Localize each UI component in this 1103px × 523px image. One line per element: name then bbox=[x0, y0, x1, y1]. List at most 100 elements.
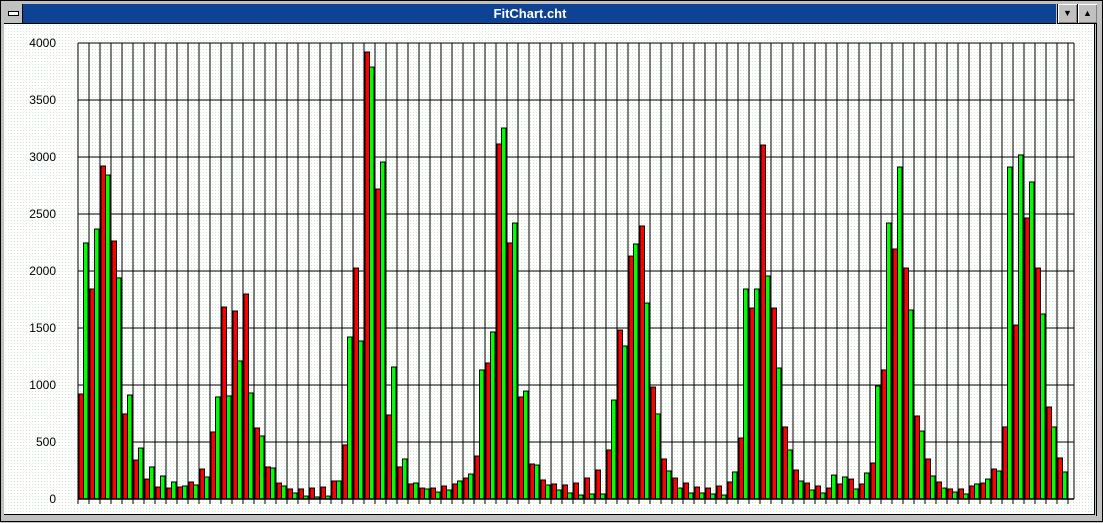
bar-series1 bbox=[419, 487, 425, 500]
bar-series2 bbox=[1051, 426, 1057, 500]
bar-series2 bbox=[919, 430, 925, 500]
bar-series2 bbox=[237, 360, 243, 500]
bar-series1 bbox=[969, 485, 975, 500]
bar-series2 bbox=[611, 399, 617, 500]
bar-series2 bbox=[853, 488, 859, 500]
bar-series2 bbox=[776, 367, 782, 500]
bar-series1 bbox=[177, 486, 183, 500]
y-tick-label: 500 bbox=[36, 435, 56, 449]
bar-series1 bbox=[793, 469, 799, 500]
bar-series2 bbox=[446, 489, 452, 500]
bar-series2 bbox=[468, 473, 474, 500]
bar-series1 bbox=[683, 482, 689, 500]
bar-series2 bbox=[688, 492, 694, 500]
bar-series1 bbox=[474, 455, 480, 500]
bar-series2 bbox=[765, 275, 771, 500]
bar-series2 bbox=[160, 475, 166, 500]
bar-series2 bbox=[567, 492, 573, 500]
bar-series2 bbox=[270, 467, 276, 500]
bar-series2 bbox=[864, 472, 870, 500]
bar-series2 bbox=[259, 435, 265, 500]
bar-series1 bbox=[518, 396, 524, 500]
bar-series2 bbox=[347, 336, 353, 500]
title-bar[interactable]: FitChart.cht bbox=[4, 4, 1056, 24]
bar-series2 bbox=[292, 492, 298, 500]
bar-series2 bbox=[655, 413, 661, 500]
y-tick-label: 3000 bbox=[29, 150, 56, 164]
bar-series1 bbox=[133, 459, 139, 500]
bar-series2 bbox=[149, 466, 155, 500]
bar-series1 bbox=[111, 240, 117, 500]
bar-series1 bbox=[870, 462, 876, 500]
y-tick-label: 0 bbox=[49, 492, 56, 506]
bar-series1 bbox=[243, 293, 249, 500]
bar-series2 bbox=[622, 345, 628, 500]
bar-series1 bbox=[78, 393, 84, 500]
bar-series1 bbox=[848, 478, 854, 500]
bar-series1 bbox=[309, 487, 315, 500]
bar-series2 bbox=[1062, 471, 1068, 500]
bar-series2 bbox=[182, 485, 188, 500]
bar-series2 bbox=[666, 470, 672, 500]
bar-series2 bbox=[336, 480, 342, 500]
bar-series2 bbox=[710, 493, 716, 500]
bar-series2 bbox=[1029, 181, 1035, 500]
bar-series1 bbox=[947, 488, 953, 500]
bar-series2 bbox=[424, 488, 430, 500]
y-tick-label: 1000 bbox=[29, 378, 56, 392]
bar-series2 bbox=[875, 385, 881, 500]
bar-series2 bbox=[633, 243, 639, 500]
bar-series2 bbox=[479, 369, 485, 500]
bar-series1 bbox=[452, 483, 458, 500]
bar-series1 bbox=[375, 188, 381, 500]
bar-series1 bbox=[771, 307, 777, 500]
bar-series1 bbox=[397, 466, 403, 500]
bar-series2 bbox=[985, 478, 991, 500]
bar-series2 bbox=[644, 302, 650, 500]
window-title: FitChart.cht bbox=[493, 6, 567, 21]
bar-series2 bbox=[996, 470, 1002, 500]
bar-series1 bbox=[1057, 457, 1063, 500]
system-menu-icon[interactable] bbox=[4, 4, 23, 23]
bar-series1 bbox=[705, 487, 711, 500]
bar-series1 bbox=[980, 482, 986, 500]
bar-series1 bbox=[529, 463, 535, 500]
bar-series1 bbox=[1002, 426, 1008, 500]
bar-series2 bbox=[523, 390, 529, 500]
bar-series1 bbox=[496, 143, 502, 500]
bar-series2 bbox=[358, 340, 364, 500]
bar-series1 bbox=[958, 488, 964, 500]
bar-series1 bbox=[573, 482, 579, 500]
bar-series1 bbox=[507, 242, 513, 500]
bar-series2 bbox=[820, 492, 826, 500]
y-tick-label: 1500 bbox=[29, 321, 56, 335]
bar-series1 bbox=[408, 483, 414, 500]
bar-series1 bbox=[221, 306, 227, 500]
bar-series1 bbox=[210, 431, 216, 500]
bar-series1 bbox=[342, 444, 348, 500]
bar-series1 bbox=[760, 144, 766, 500]
bar-series2 bbox=[171, 481, 177, 500]
bar-series1 bbox=[386, 414, 392, 500]
bar-series2 bbox=[754, 288, 760, 500]
bar-series2 bbox=[831, 474, 837, 500]
bar-series1 bbox=[265, 466, 271, 500]
bar-series2 bbox=[512, 222, 518, 500]
bar-series1 bbox=[804, 482, 810, 500]
bar-series1 bbox=[287, 488, 293, 500]
bar-series2 bbox=[908, 309, 914, 500]
bar-series2 bbox=[941, 487, 947, 500]
bar-series2 bbox=[600, 493, 606, 500]
bar-series1 bbox=[485, 362, 491, 500]
arrow-down-icon[interactable]: ▼ bbox=[1057, 4, 1077, 24]
bar-series1 bbox=[738, 437, 744, 500]
bar-series2 bbox=[402, 458, 408, 500]
arrow-up-icon[interactable]: ▲ bbox=[1077, 4, 1097, 24]
bar-series2 bbox=[248, 392, 254, 500]
bar-series1 bbox=[166, 487, 172, 500]
bar-series1 bbox=[837, 483, 843, 500]
bar-series1 bbox=[661, 458, 667, 500]
bar-series1 bbox=[782, 426, 788, 500]
bar-series1 bbox=[463, 477, 469, 500]
bar-series2 bbox=[501, 127, 507, 500]
